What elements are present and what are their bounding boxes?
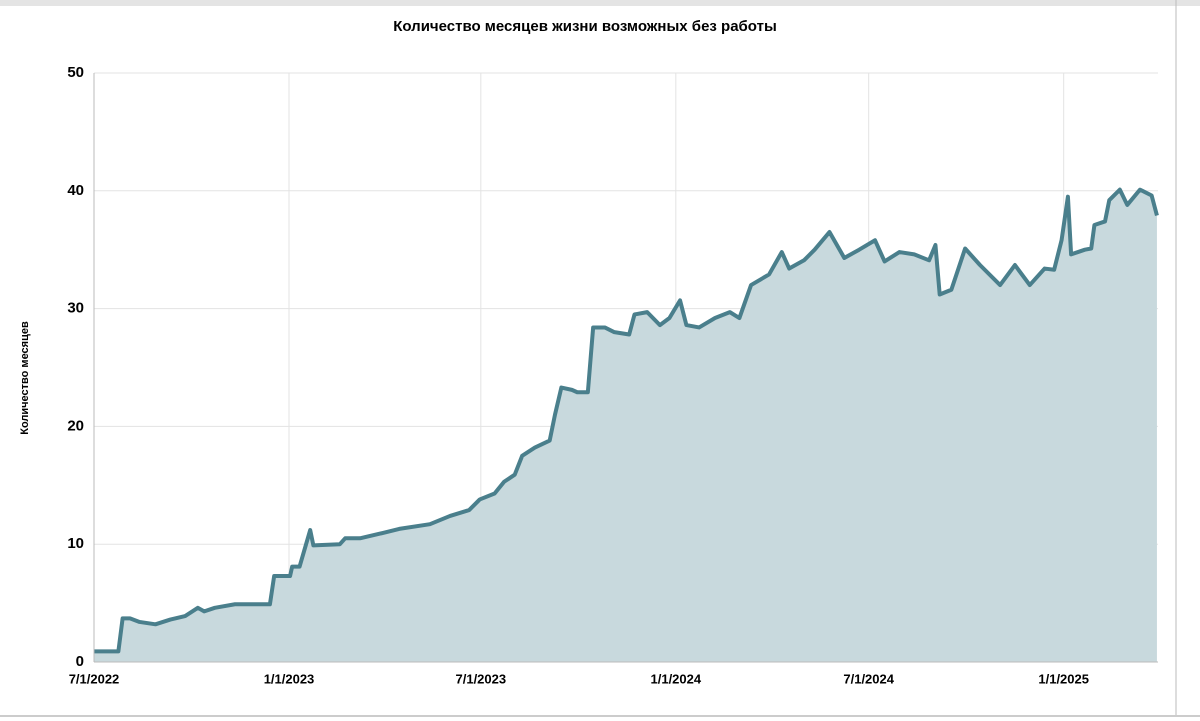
area-fill	[94, 189, 1157, 662]
x-tick-label: 7/1/2022	[69, 671, 120, 686]
y-axis-label: Количество месяцев	[19, 321, 31, 435]
y-tick-label: 0	[76, 653, 84, 670]
y-tick-label: 40	[67, 182, 84, 199]
x-tick-label: 7/1/2023	[456, 671, 507, 686]
area-line	[94, 187, 1159, 654]
y-tick-label: 50	[67, 64, 84, 81]
x-tick-label: 1/1/2023	[264, 671, 315, 686]
x-tick-label: 1/1/2025	[1038, 671, 1089, 686]
y-tick-label: 20	[67, 417, 84, 434]
y-tick-label: 10	[67, 535, 84, 552]
sheet-header	[0, 0, 1200, 6]
y-tick-label: 30	[67, 300, 84, 317]
x-tick-label: 7/1/2024	[843, 671, 894, 686]
chart-title: Количество месяцев жизни возможных без р…	[393, 18, 777, 35]
x-tick-label: 1/1/2024	[651, 671, 702, 686]
